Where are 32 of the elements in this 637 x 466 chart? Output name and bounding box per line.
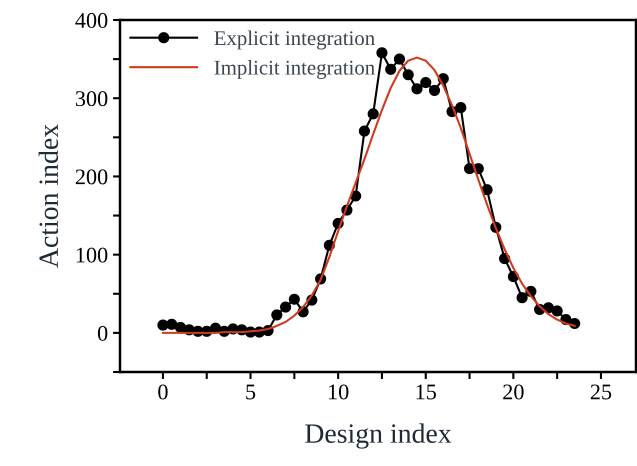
point — [376, 47, 388, 58]
x-axis-title: Design index — [305, 423, 452, 449]
point — [516, 292, 528, 304]
y-tick-label: 100 — [76, 248, 108, 263]
y-tick-label: 0 — [98, 326, 108, 341]
legend-label: Implicit integration — [214, 60, 375, 79]
y-tick-label: 400 — [75, 12, 108, 28]
point — [455, 102, 466, 114]
point — [428, 84, 440, 96]
x-tick-label: 5 — [246, 384, 256, 400]
point — [368, 108, 379, 120]
y-tick-label: 300 — [76, 91, 108, 106]
point — [411, 83, 423, 94]
point — [280, 302, 292, 313]
x-tick-label: 20 — [503, 384, 524, 400]
y-tick-label: 200 — [76, 169, 108, 184]
x-tick-label: 25 — [590, 384, 612, 400]
y-axis-title: Action index — [38, 124, 58, 268]
point — [166, 318, 178, 330]
point — [420, 77, 432, 88]
point — [358, 126, 370, 137]
x-tick-label: 15 — [416, 384, 436, 400]
x-tick-label: 10 — [328, 384, 348, 400]
point — [288, 294, 300, 305]
point — [402, 69, 414, 80]
point — [271, 309, 282, 320]
point — [385, 64, 396, 75]
point — [482, 184, 493, 196]
x-tick-label: 0 — [158, 384, 168, 400]
legend-label: Explicit integration — [214, 30, 375, 50]
point — [552, 305, 563, 317]
point — [394, 54, 406, 65]
